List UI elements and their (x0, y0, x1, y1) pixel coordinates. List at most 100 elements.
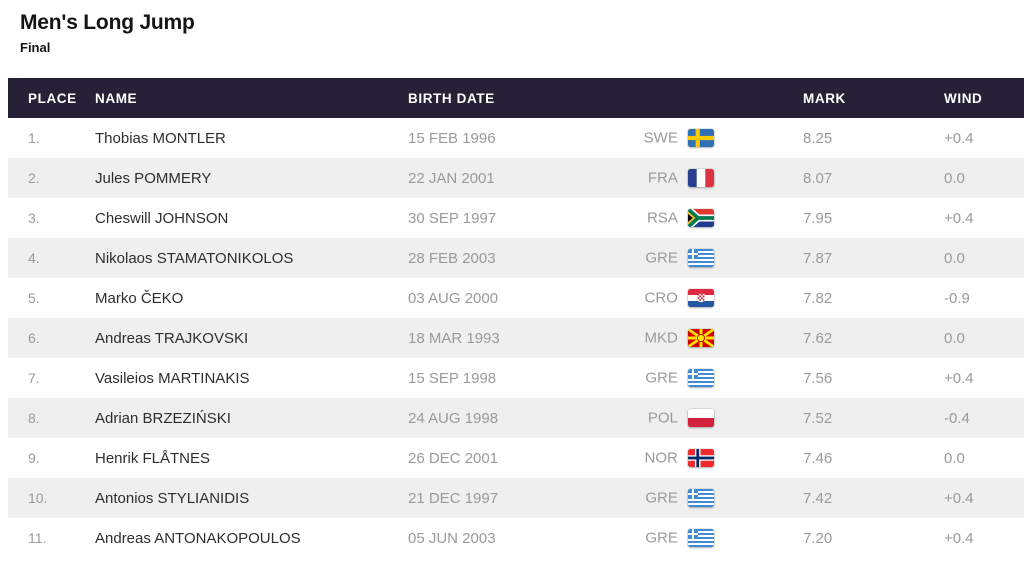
mark-cell: 7.87 (803, 249, 833, 267)
country-cell: CRO (600, 278, 803, 318)
flag-mkd-icon (688, 329, 714, 348)
athlete-name: Adrian BRZEZIŃSKI (95, 409, 231, 427)
col-mark: MARK (803, 78, 944, 118)
birth-date: 05 JUN 2003 (408, 529, 496, 547)
country-cell: GRE (600, 358, 803, 398)
flag-gre-icon (688, 369, 714, 388)
athlete-name: Vasileios MARTINAKIS (95, 369, 250, 387)
country-code: GRE (645, 369, 678, 387)
athlete-name: Cheswill JOHNSON (95, 209, 229, 227)
flag-fra-icon (688, 169, 714, 188)
athlete-name: Marko ČEKO (95, 289, 184, 307)
table-row: 8. Adrian BRZEZIŃSKI 24 AUG 1998 POL 7.5… (8, 398, 1024, 438)
mark-cell: 7.95 (803, 209, 833, 227)
country-code: MKD (644, 329, 678, 347)
place-cell: 1. (28, 130, 40, 146)
mark-cell: 7.56 (803, 369, 833, 387)
flag-cro-icon (688, 289, 714, 308)
birth-date: 26 DEC 2001 (408, 449, 499, 467)
flag-pol-icon (688, 409, 714, 428)
country-code: GRE (645, 249, 678, 267)
wind-cell: -0.4 (944, 409, 970, 427)
col-birth-date: BIRTH DATE (408, 78, 600, 118)
results-table: PLACE NAME BIRTH DATE MARK WIND 1. Thobi… (8, 78, 1024, 558)
table-row: 3. Cheswill JOHNSON 30 SEP 1997 RSA 7.95… (8, 198, 1024, 238)
country-cell: GRE (600, 478, 803, 518)
country-cell: FRA (600, 158, 803, 198)
col-place: PLACE (8, 78, 95, 118)
flag-swe-icon (688, 129, 714, 148)
wind-cell: 0.0 (944, 449, 965, 467)
wind-cell: 0.0 (944, 169, 965, 187)
table-row: 9. Henrik FLÅTNES 26 DEC 2001 NOR 7.46 0… (8, 438, 1024, 478)
country-code: NOR (644, 449, 678, 467)
birth-date: 21 DEC 1997 (408, 489, 499, 507)
country-cell: RSA (600, 198, 803, 238)
place-cell: 7. (28, 370, 40, 386)
birth-date: 30 SEP 1997 (408, 209, 497, 227)
athlete-name: Nikolaos STAMATONIKOLOS (95, 249, 294, 267)
table-row: 10. Antonios STYLIANIDIS 21 DEC 1997 GRE… (8, 478, 1024, 518)
page-title: Men's Long Jump (20, 11, 195, 34)
country-cell: NOR (600, 438, 803, 478)
country-code: POL (647, 409, 678, 427)
birth-date: 22 JAN 2001 (408, 169, 495, 187)
place-cell: 3. (28, 210, 40, 226)
country-code: RSA (646, 209, 678, 227)
table-row: 7. Vasileios MARTINAKIS 15 SEP 1998 GRE … (8, 358, 1024, 398)
table-row: 5. Marko ČEKO 03 AUG 2000 CRO 7.82 -0.9 (8, 278, 1024, 318)
table-row: 6. Andreas TRAJKOVSKI 18 MAR 1993 MKD 7.… (8, 318, 1024, 358)
flag-nor-icon (688, 449, 714, 468)
country-code: GRE (645, 529, 678, 547)
place-cell: 6. (28, 330, 40, 346)
table-row: 1. Thobias MONTLER 15 FEB 1996 SWE 8.25 … (8, 118, 1024, 158)
wind-cell: -0.9 (944, 289, 970, 307)
flag-gre-icon (688, 489, 714, 508)
round-label: Final (20, 40, 51, 55)
col-name: NAME (95, 78, 408, 118)
birth-date: 15 SEP 1998 (408, 369, 497, 387)
mark-cell: 8.25 (803, 129, 833, 147)
table-header-row: PLACE NAME BIRTH DATE MARK WIND (8, 78, 1024, 118)
birth-date: 28 FEB 2003 (408, 249, 496, 267)
place-cell: 2. (28, 170, 40, 186)
mark-cell: 7.46 (803, 449, 833, 467)
birth-date: 15 FEB 1996 (408, 129, 496, 147)
wind-cell: 0.0 (944, 249, 965, 267)
wind-cell: +0.4 (944, 129, 974, 147)
place-cell: 11. (28, 530, 47, 546)
country-code: CRO (644, 289, 678, 307)
country-cell: MKD (600, 318, 803, 358)
table-row: 4. Nikolaos STAMATONIKOLOS 28 FEB 2003 G… (8, 238, 1024, 278)
place-cell: 5. (28, 290, 40, 306)
flag-gre-icon (688, 529, 714, 548)
place-cell: 8. (28, 410, 40, 426)
athlete-name: Andreas ANTONAKOPOULOS (95, 529, 301, 547)
wind-cell: +0.4 (944, 369, 974, 387)
country-cell: GRE (600, 518, 803, 558)
mark-cell: 7.52 (803, 409, 833, 427)
wind-cell: +0.4 (944, 209, 974, 227)
mark-cell: 7.82 (803, 289, 833, 307)
mark-cell: 7.20 (803, 529, 833, 547)
place-cell: 9. (28, 450, 40, 466)
athlete-name: Henrik FLÅTNES (95, 449, 211, 467)
place-cell: 4. (28, 250, 40, 266)
country-code: GRE (645, 489, 678, 507)
country-code: SWE (643, 129, 678, 147)
place-cell: 10. (28, 490, 48, 506)
country-cell: SWE (600, 118, 803, 158)
birth-date: 03 AUG 2000 (408, 289, 499, 307)
flag-gre-icon (688, 249, 714, 268)
flag-rsa-icon (688, 209, 714, 228)
table-row: 2. Jules POMMERY 22 JAN 2001 FRA 8.07 0.… (8, 158, 1024, 198)
athlete-name: Jules POMMERY (95, 169, 212, 187)
wind-cell: 0.0 (944, 329, 965, 347)
country-code: FRA (647, 169, 678, 187)
country-cell: POL (600, 398, 803, 438)
country-cell: GRE (600, 238, 803, 278)
mark-cell: 8.07 (803, 169, 833, 187)
wind-cell: +0.4 (944, 529, 974, 547)
athlete-name: Andreas TRAJKOVSKI (95, 329, 249, 347)
